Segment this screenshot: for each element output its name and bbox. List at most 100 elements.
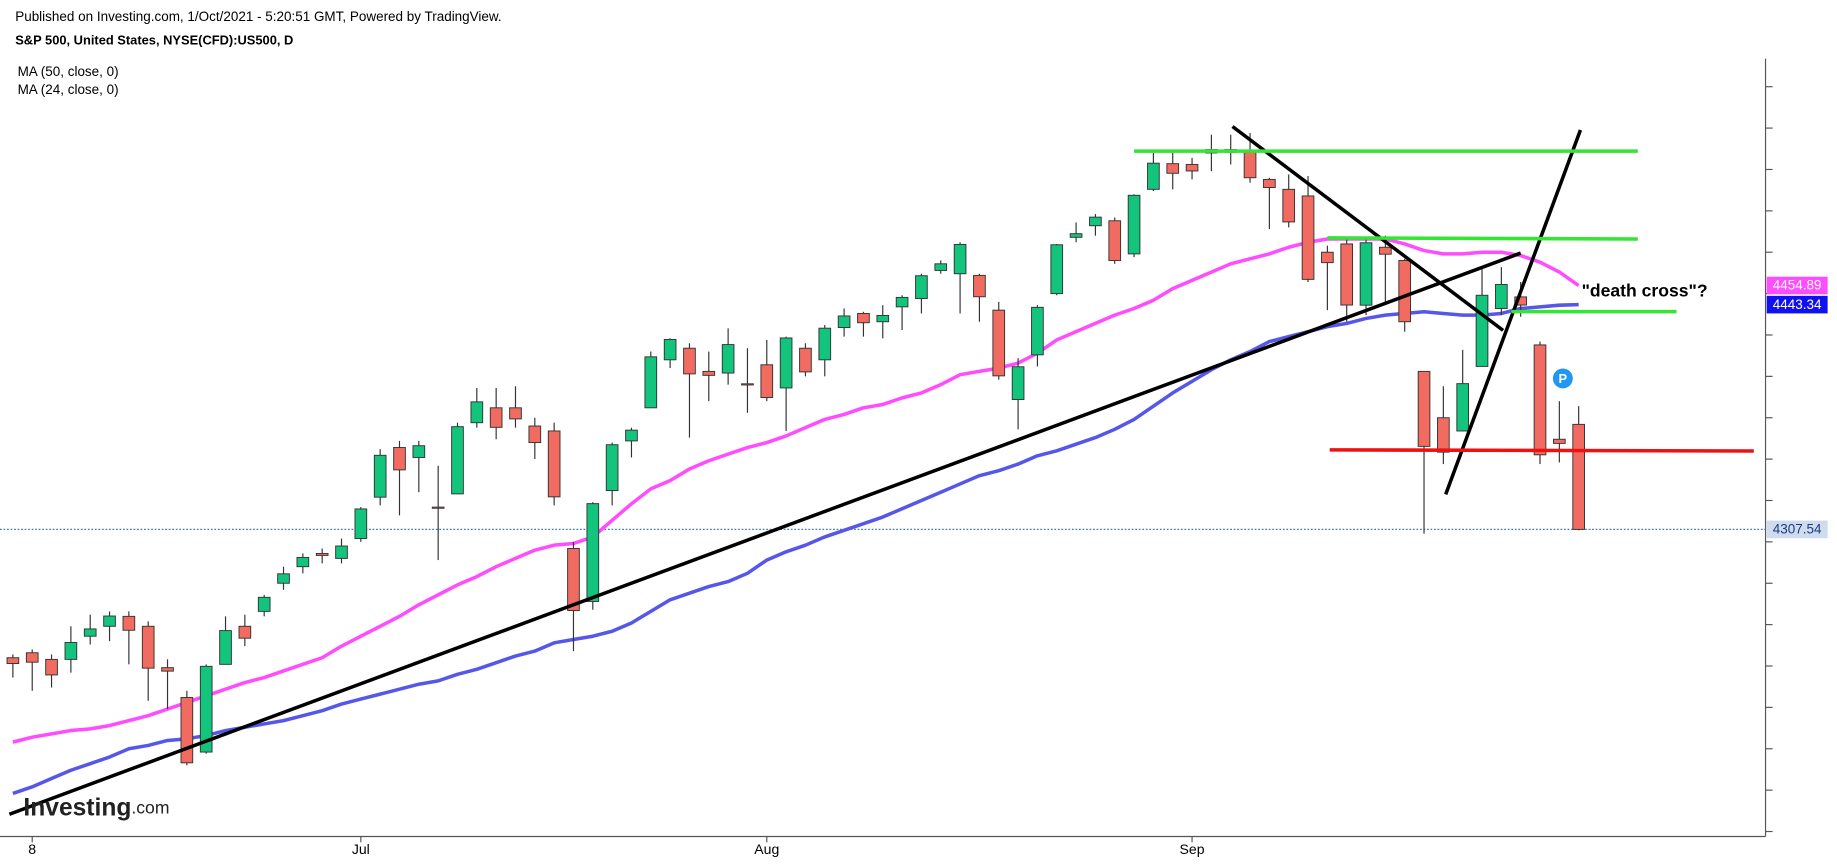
candle-body bbox=[45, 658, 58, 676]
candle-body bbox=[895, 296, 909, 308]
candle-body bbox=[760, 364, 774, 399]
candle-body bbox=[141, 625, 155, 669]
candle-body bbox=[1166, 163, 1180, 174]
candle-body bbox=[373, 454, 387, 498]
plot-area: 8 Jul Aug Sep MA (50, close, 0) MA (24, close… bbox=[0, 58, 1773, 857]
candle-body bbox=[683, 347, 696, 375]
candle-body bbox=[741, 383, 754, 386]
candle-body bbox=[1475, 294, 1489, 367]
candle-body bbox=[799, 347, 812, 373]
candle-body bbox=[1456, 383, 1470, 432]
candle-body bbox=[1011, 366, 1025, 400]
candle-body bbox=[509, 407, 522, 420]
chart-title: S&P 500, United States, NYSE(CFD):US500,… bbox=[15, 32, 293, 47]
trend-line bbox=[8, 251, 1522, 816]
candle-body bbox=[702, 370, 716, 376]
ma-line bbox=[12, 237, 1580, 744]
candle-body bbox=[1069, 233, 1083, 238]
candle-body bbox=[605, 444, 619, 492]
candle-body bbox=[818, 327, 832, 361]
candle-body bbox=[83, 628, 97, 637]
candle-body bbox=[1050, 244, 1064, 295]
x-tick-label: Sep bbox=[1180, 841, 1205, 857]
candle-body bbox=[199, 665, 213, 753]
logo: Investing.com bbox=[23, 794, 169, 821]
candle-body bbox=[1437, 417, 1450, 453]
candle-body bbox=[1340, 243, 1354, 306]
candle-body bbox=[915, 275, 928, 300]
candle-body bbox=[1147, 162, 1160, 190]
level-line bbox=[1327, 236, 1638, 241]
candle-body bbox=[431, 506, 445, 509]
candle-body bbox=[779, 337, 793, 389]
price-badge-label: 4307.54 bbox=[1773, 522, 1822, 537]
legend-entry: MA (50, close, 0) bbox=[18, 64, 119, 79]
candle-body bbox=[451, 426, 464, 495]
candle-body bbox=[1417, 370, 1431, 447]
candle-body bbox=[1321, 251, 1334, 264]
x-tick-label: Aug bbox=[754, 841, 779, 857]
candle-body bbox=[25, 652, 39, 663]
candle-body bbox=[1533, 344, 1547, 456]
candle-body bbox=[837, 315, 851, 329]
candle-body bbox=[1031, 306, 1044, 356]
candle-body bbox=[315, 552, 329, 556]
candle-body bbox=[547, 430, 561, 498]
candle-body bbox=[567, 548, 580, 612]
candle-body bbox=[721, 344, 735, 374]
candle-body bbox=[180, 696, 194, 764]
candle-body bbox=[103, 615, 116, 627]
header: Published on Investing.com, 1/Oct/2021 -… bbox=[15, 9, 501, 24]
candle-body bbox=[122, 615, 136, 631]
logo-main: Investing bbox=[23, 794, 131, 821]
candle-body bbox=[219, 630, 232, 665]
annotation: "death cross"? bbox=[1582, 280, 1708, 300]
candle-body bbox=[393, 447, 406, 471]
ma-line bbox=[12, 302, 1579, 796]
candle-body bbox=[1263, 178, 1276, 188]
candle-body bbox=[489, 407, 503, 428]
candle-body bbox=[1379, 246, 1392, 255]
candle-body bbox=[586, 503, 600, 602]
candle-body bbox=[1127, 194, 1141, 255]
candle-body bbox=[934, 263, 948, 271]
x-tick-label: Jul bbox=[352, 841, 370, 857]
candle-body bbox=[857, 312, 870, 324]
candle-body bbox=[277, 573, 290, 584]
marker-icon[interactable] bbox=[1552, 368, 1573, 389]
candle-body bbox=[238, 625, 252, 639]
candle-body bbox=[161, 667, 174, 672]
candle-body bbox=[1282, 188, 1296, 223]
x-tick-label: 8 bbox=[28, 841, 36, 857]
price-badge bbox=[1766, 276, 1828, 295]
candle-body bbox=[6, 657, 20, 664]
candle-body bbox=[644, 356, 658, 409]
legend-entry: MA (24, close, 0) bbox=[18, 82, 119, 97]
candle-body bbox=[953, 243, 967, 275]
candle-body bbox=[470, 401, 484, 424]
candle-body bbox=[1243, 150, 1257, 179]
candle-body bbox=[412, 445, 426, 458]
price-badge bbox=[1766, 520, 1828, 539]
candle-body bbox=[663, 338, 677, 361]
candle-body bbox=[1572, 423, 1585, 530]
price-badge bbox=[1766, 295, 1828, 314]
candle-body bbox=[992, 309, 1006, 377]
marker-label[interactable]: P bbox=[1559, 371, 1568, 386]
candle-body bbox=[1553, 438, 1566, 444]
candle-body bbox=[257, 596, 271, 612]
drawings bbox=[8, 125, 1754, 816]
candle-body bbox=[1514, 296, 1528, 306]
candle-body bbox=[1398, 260, 1412, 323]
candle-body bbox=[1185, 164, 1199, 172]
candle-body bbox=[64, 642, 78, 660]
trend-line bbox=[1231, 125, 1505, 332]
candle-body bbox=[1108, 220, 1122, 261]
candle-body bbox=[1301, 195, 1315, 280]
level-line bbox=[1329, 448, 1754, 453]
candle-body bbox=[973, 274, 986, 298]
candle-body bbox=[335, 545, 348, 559]
candle-body bbox=[528, 425, 542, 444]
